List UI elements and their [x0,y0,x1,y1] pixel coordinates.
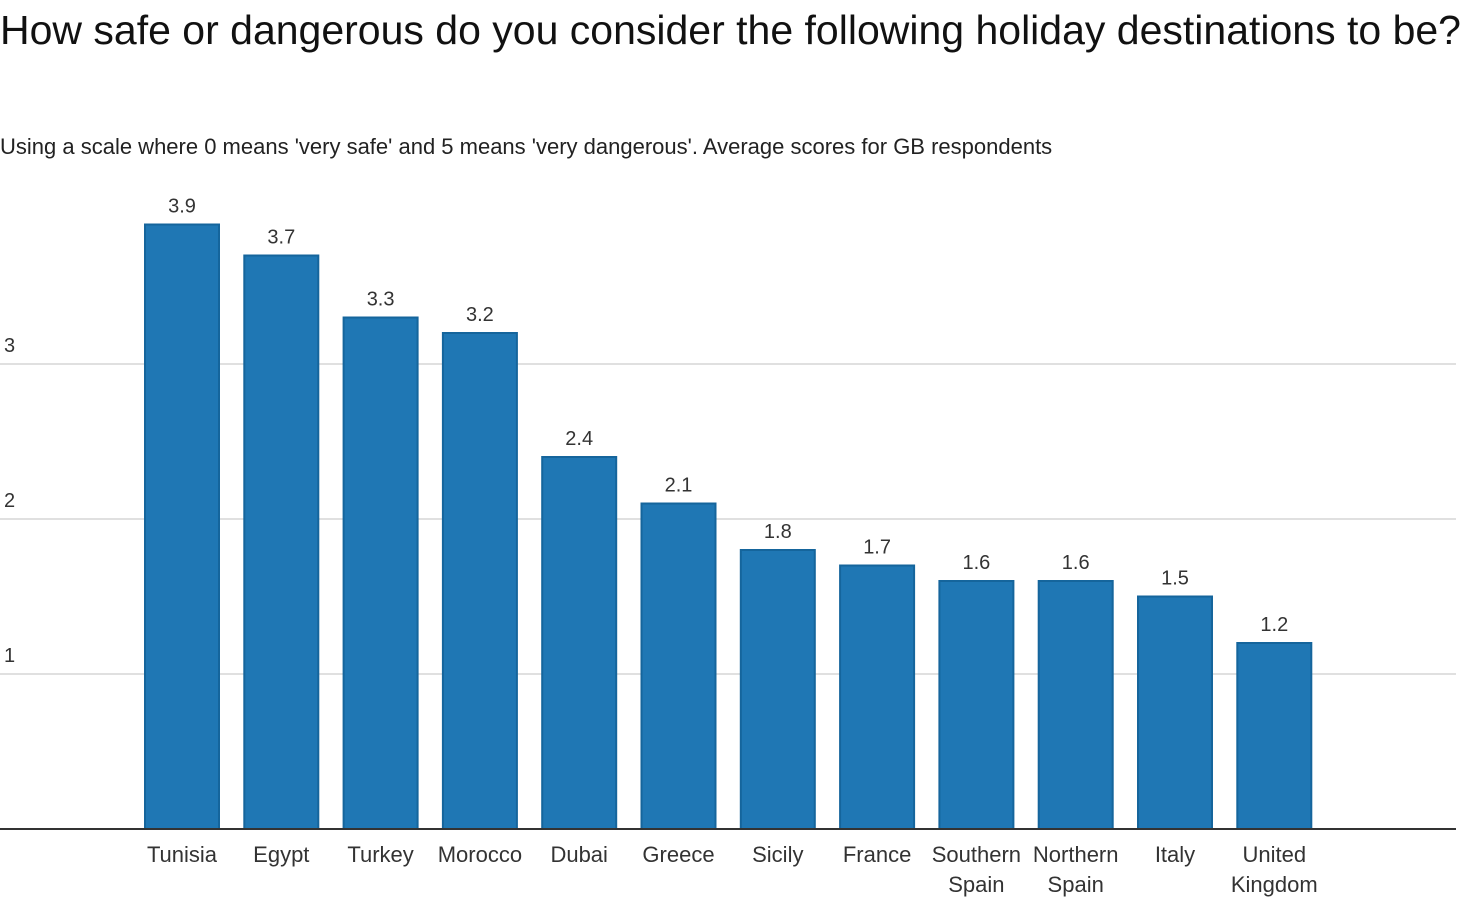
value-label: 1.7 [863,537,891,559]
bar-egypt [243,254,320,830]
bar-france [839,564,916,830]
bar-morocco [441,332,518,830]
x-tick-label: United Kingdom [1231,842,1318,897]
x-tick-label: Greece [642,842,714,867]
y-axis-tick-labels: 1 2 3 [4,335,15,667]
bar-tunisia [144,223,220,830]
x-tick-label: Southern Spain [932,842,1021,897]
bar-sicily [739,549,816,830]
x-tick-label: Sicily [752,842,803,867]
bar-northern-spain [1037,580,1114,830]
bar-italy [1137,595,1213,830]
bar-dubai [541,456,618,830]
value-label: 3.2 [466,304,494,326]
x-tick-label: Dubai [550,842,607,867]
x-axis-category-labels: Tunisia Egypt Turkey Morocco Dubai Greece Sici… [147,842,1318,897]
x-tick-label: Morocco [438,842,522,867]
bar-greece [640,502,717,830]
value-label: 1.6 [962,552,990,574]
x-tick-label: Tunisia [147,842,218,867]
bar-turkey [342,316,419,830]
chart-subtitle: Using a scale where 0 means 'very safe' … [0,134,1053,159]
x-tick-label: Egypt [253,842,309,867]
value-label: 3.7 [267,227,295,249]
bars [144,223,1313,830]
chart-title: How safe or dangerous do you consider th… [0,7,1461,53]
grid-lines [0,363,1456,675]
value-label: 1.6 [1062,552,1090,574]
value-label: 2.4 [565,428,593,450]
x-tick-label: Italy [1155,842,1195,867]
x-tick-label: Turkey [347,842,413,867]
value-label: 2.1 [665,475,693,497]
value-label: 1.2 [1260,614,1288,636]
value-label: 3.3 [367,289,395,311]
value-label: 3.9 [168,196,196,218]
y-tick-label: 2 [4,490,15,512]
bar-southern-spain [938,580,1015,830]
x-tick-label: Northern Spain [1033,842,1119,897]
y-tick-label: 3 [4,335,15,357]
value-label: 1.8 [764,521,792,543]
value-labels: 3.9 3.7 3.3 3.2 2.4 2.1 1.8 1.7 1.6 1.6 1.5 1.2 [168,196,1288,637]
y-tick-label: 1 [4,645,15,667]
x-tick-label: France [843,842,911,867]
bar-united-kingdom [1236,642,1313,830]
value-label: 1.5 [1161,568,1189,590]
